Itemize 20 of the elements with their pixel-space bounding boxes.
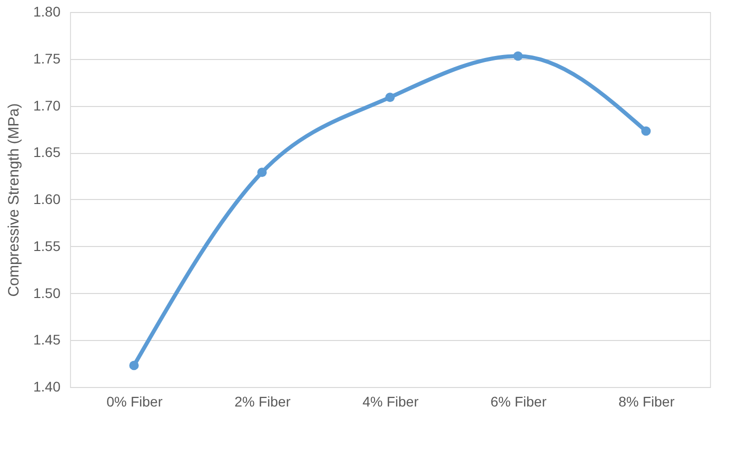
y-tick-label: 1.45: [33, 332, 61, 348]
y-tick-label: 1.70: [33, 97, 61, 114]
x-tick-label: 6% Fiber: [490, 394, 547, 410]
point: [129, 360, 139, 370]
x-tick-label: 8% Fiber: [618, 394, 675, 410]
point: [513, 51, 523, 61]
x-tick-label: 0% Fiber: [106, 394, 163, 410]
y-tick-label: 1.60: [33, 191, 61, 207]
x-tick-label: 2% Fiber: [234, 394, 291, 410]
y-tick-label: 1.65: [33, 144, 61, 160]
y-tick-label: 1.75: [33, 50, 61, 66]
point: [641, 126, 651, 136]
y-tick-label: 1.80: [33, 4, 61, 20]
y-axis-title: Compressive Strength (MPa): [5, 103, 22, 297]
y-tick-label: 1.40: [33, 378, 61, 394]
point: [385, 92, 395, 102]
y-tick-label: 1.55: [33, 238, 61, 254]
point: [257, 168, 267, 178]
y-tick-label: 1.50: [33, 284, 61, 301]
x-tick-label: 4% Fiber: [362, 394, 419, 410]
